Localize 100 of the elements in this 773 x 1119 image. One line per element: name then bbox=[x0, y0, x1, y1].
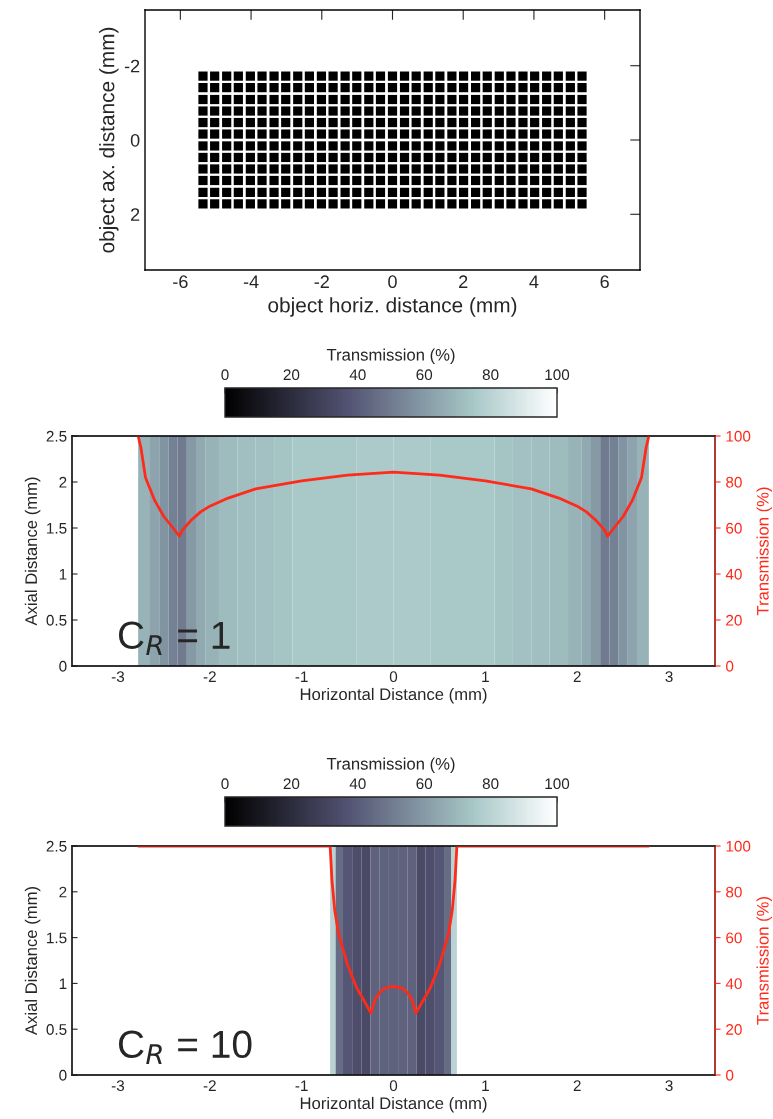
point bbox=[542, 141, 552, 151]
point bbox=[399, 94, 410, 105]
point bbox=[364, 83, 374, 93]
point bbox=[245, 199, 255, 209]
point bbox=[316, 141, 327, 151]
point bbox=[340, 164, 350, 174]
point bbox=[553, 187, 563, 197]
color-bar-label: 80 bbox=[482, 778, 499, 790]
point bbox=[518, 83, 528, 93]
point bbox=[506, 83, 516, 93]
point bbox=[387, 164, 398, 174]
point bbox=[530, 187, 540, 197]
x-tick-label: -1 bbox=[295, 671, 308, 682]
point bbox=[304, 164, 315, 174]
point bbox=[423, 129, 433, 139]
point bbox=[494, 187, 504, 197]
point bbox=[423, 187, 433, 197]
y-tick-label: 0 bbox=[59, 1069, 67, 1081]
point bbox=[340, 175, 350, 186]
point bbox=[352, 94, 362, 105]
point bbox=[482, 175, 492, 186]
point bbox=[530, 71, 540, 81]
point bbox=[198, 117, 208, 128]
point bbox=[269, 141, 279, 151]
point bbox=[387, 83, 398, 93]
point bbox=[328, 94, 338, 105]
point bbox=[269, 94, 279, 105]
point bbox=[340, 106, 350, 116]
point bbox=[530, 83, 540, 93]
annotation: C$_{R}$ = 1 bbox=[118, 621, 230, 656]
point bbox=[411, 129, 421, 139]
point bbox=[506, 175, 516, 186]
point bbox=[257, 152, 267, 163]
point bbox=[210, 71, 220, 81]
point bbox=[565, 199, 575, 209]
point bbox=[340, 141, 350, 151]
point bbox=[435, 117, 445, 128]
y-axis-title: Axial Distance (mm) bbox=[24, 886, 41, 1036]
x-tick-label: 3 bbox=[665, 1080, 673, 1092]
point bbox=[304, 175, 315, 186]
point bbox=[482, 141, 492, 151]
point bbox=[222, 175, 232, 186]
point bbox=[269, 117, 279, 128]
point bbox=[399, 152, 410, 163]
point bbox=[281, 152, 291, 163]
x-tick-label: 2 bbox=[573, 671, 581, 682]
point bbox=[233, 106, 243, 116]
point bbox=[494, 94, 504, 105]
point bbox=[364, 71, 374, 81]
point bbox=[482, 164, 492, 174]
color-bar-label: 80 bbox=[482, 369, 499, 381]
point bbox=[506, 152, 516, 163]
point bbox=[375, 199, 386, 209]
point bbox=[316, 187, 327, 197]
point bbox=[435, 106, 445, 116]
point bbox=[210, 83, 220, 93]
point bbox=[506, 164, 516, 174]
point bbox=[387, 106, 398, 116]
point bbox=[233, 117, 243, 128]
point bbox=[423, 141, 433, 151]
point bbox=[375, 117, 386, 128]
point bbox=[245, 117, 255, 128]
point bbox=[281, 164, 291, 174]
y2-tick-label: 20 bbox=[726, 614, 742, 626]
point bbox=[245, 152, 255, 163]
point bbox=[470, 199, 481, 209]
point bbox=[565, 152, 575, 163]
point bbox=[399, 71, 410, 81]
point bbox=[565, 117, 575, 128]
color-bar-label: 0 bbox=[221, 369, 229, 381]
point bbox=[245, 187, 255, 197]
color-bar-label: 40 bbox=[349, 778, 366, 790]
y-axis-title: object ax. distance (mm) bbox=[99, 27, 119, 253]
point bbox=[257, 106, 267, 116]
point bbox=[435, 129, 445, 139]
point bbox=[399, 164, 410, 174]
point bbox=[494, 199, 504, 209]
point bbox=[553, 175, 563, 186]
point bbox=[565, 94, 575, 105]
point bbox=[565, 175, 575, 186]
point bbox=[198, 141, 208, 151]
point bbox=[316, 129, 327, 139]
point bbox=[387, 71, 398, 81]
point bbox=[281, 187, 291, 197]
point bbox=[269, 106, 279, 116]
point bbox=[269, 83, 279, 93]
point bbox=[530, 106, 540, 116]
point bbox=[269, 164, 279, 174]
point bbox=[458, 94, 469, 105]
y2-tick-label: 0 bbox=[726, 660, 734, 672]
y-tick-label: 0 bbox=[130, 133, 140, 147]
y2-tick-label: 40 bbox=[725, 978, 742, 990]
point bbox=[328, 199, 338, 209]
x-axis-title: Horizontal Distance (mm) bbox=[300, 687, 487, 704]
point bbox=[577, 141, 587, 151]
point bbox=[447, 141, 457, 151]
point bbox=[530, 199, 540, 209]
point bbox=[269, 71, 279, 81]
x-tick-label: -1 bbox=[295, 1080, 308, 1091]
point bbox=[375, 106, 386, 116]
